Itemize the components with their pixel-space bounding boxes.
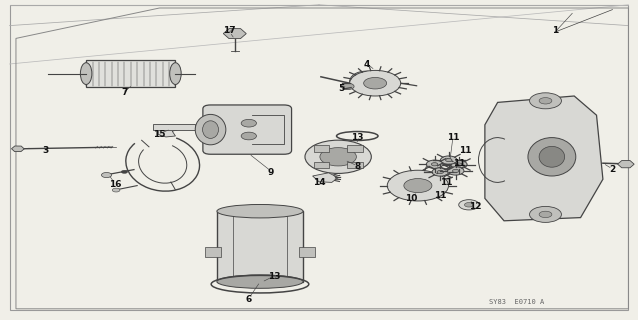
Circle shape [437,170,443,173]
Circle shape [350,70,401,96]
Circle shape [241,119,256,127]
Text: 1: 1 [552,26,558,35]
Text: 9: 9 [268,168,274,177]
Bar [347,145,362,152]
Bar [205,247,221,257]
Circle shape [426,160,443,168]
Circle shape [121,170,128,173]
Circle shape [445,158,452,162]
Text: 17: 17 [223,26,236,35]
Bar [86,60,175,87]
Circle shape [447,167,464,175]
Circle shape [452,169,459,172]
Circle shape [539,98,552,104]
Ellipse shape [195,115,226,145]
Circle shape [305,140,371,173]
FancyBboxPatch shape [203,105,292,154]
Circle shape [101,172,112,178]
Circle shape [464,203,473,207]
Ellipse shape [203,121,218,139]
Text: 3: 3 [43,146,49,155]
Text: 8: 8 [354,162,360,171]
Ellipse shape [528,138,575,176]
Text: 13: 13 [268,272,281,281]
Ellipse shape [80,63,92,84]
Text: 6: 6 [246,295,252,304]
Circle shape [530,93,561,109]
Text: 11: 11 [440,178,453,187]
Text: 12: 12 [469,202,482,211]
Text: 16: 16 [108,180,121,188]
Bar [299,247,315,257]
Text: 5: 5 [338,84,345,92]
Polygon shape [485,96,603,221]
Text: 11: 11 [447,133,459,142]
Bar [153,124,195,130]
Bar [314,162,329,168]
Ellipse shape [217,275,303,288]
Ellipse shape [539,147,565,167]
Circle shape [241,132,256,140]
Circle shape [459,200,479,210]
Bar [347,162,362,168]
Circle shape [456,163,462,166]
Circle shape [341,83,354,90]
Circle shape [112,188,120,192]
Text: 11: 11 [459,146,472,155]
Circle shape [364,77,387,89]
Text: 15: 15 [153,130,166,139]
Text: SY83  E0710 A: SY83 E0710 A [489,300,544,305]
Bar [217,211,303,282]
Circle shape [450,160,467,169]
Text: 11: 11 [453,159,466,168]
Circle shape [432,168,449,176]
Polygon shape [158,126,182,137]
Text: 14: 14 [313,178,325,187]
Circle shape [404,179,432,193]
Text: 10: 10 [405,194,418,203]
Circle shape [530,206,561,222]
Text: 7: 7 [121,88,128,97]
Ellipse shape [217,204,303,218]
Ellipse shape [350,71,382,92]
Bar [314,145,329,152]
Polygon shape [313,173,338,182]
Circle shape [539,211,552,218]
Text: 13: 13 [351,133,364,142]
Text: 2: 2 [609,165,616,174]
Text: 11: 11 [434,191,447,200]
Circle shape [440,156,457,164]
Circle shape [431,163,438,166]
Ellipse shape [170,63,181,84]
Text: 4: 4 [364,60,370,68]
Circle shape [387,170,449,201]
Circle shape [320,148,357,166]
